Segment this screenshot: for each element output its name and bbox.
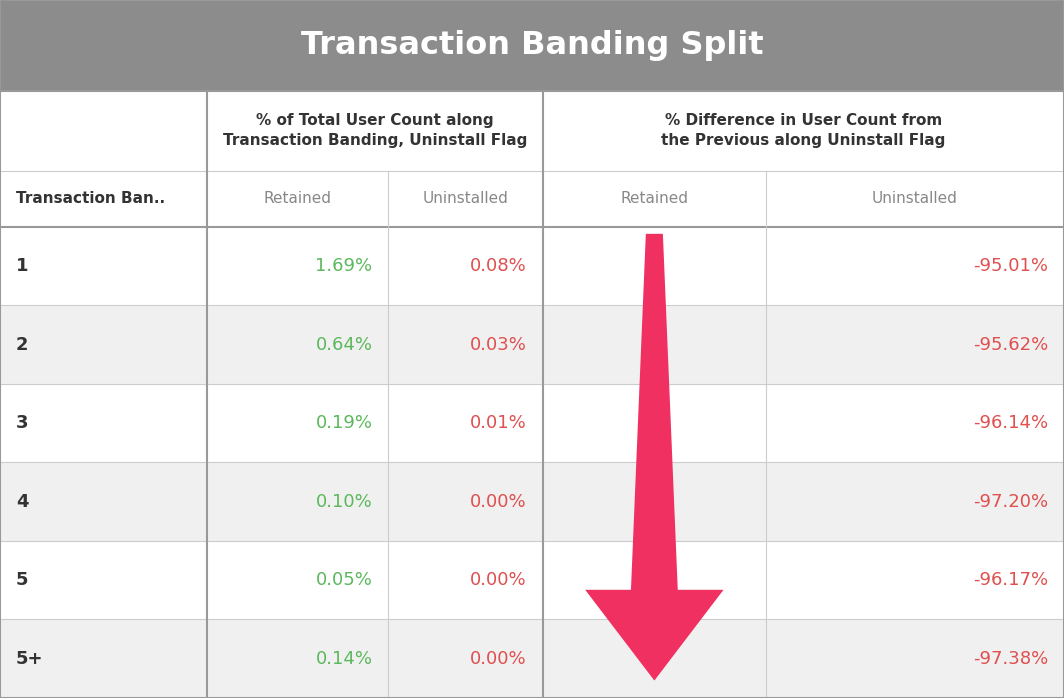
Text: 0.05%: 0.05% [316, 571, 372, 589]
Text: 0.64%: 0.64% [315, 336, 372, 354]
Bar [0, 227, 1064, 306]
Text: Uninstalled: Uninstalled [422, 191, 509, 207]
Text: Transaction Ban..: Transaction Ban.. [16, 191, 165, 207]
Bar [0, 620, 1064, 698]
Text: 5: 5 [16, 571, 29, 589]
Bar [0, 463, 1064, 541]
Bar [0, 384, 1064, 462]
Bar [0, 305, 1064, 384]
Text: % Difference in User Count from
the Previous along Uninstall Flag: % Difference in User Count from the Prev… [661, 114, 946, 148]
Text: 1: 1 [16, 257, 29, 275]
Text: Retained: Retained [264, 191, 332, 207]
Text: 0.08%: 0.08% [470, 257, 527, 275]
Text: 3: 3 [16, 414, 29, 432]
Text: -96.17%: -96.17% [972, 571, 1048, 589]
Polygon shape [585, 234, 724, 681]
Bar [0, 541, 1064, 620]
Text: Uninstalled: Uninstalled [872, 191, 958, 207]
Bar [0, 0, 1064, 91]
Bar [0, 91, 1064, 227]
Text: 0.10%: 0.10% [316, 493, 372, 511]
Text: % of Total User Count along
Transaction Banding, Uninstall Flag: % of Total User Count along Transaction … [222, 114, 528, 148]
Text: 4: 4 [16, 493, 29, 511]
Text: 0.00%: 0.00% [470, 493, 527, 511]
Text: 0.14%: 0.14% [315, 650, 372, 668]
Text: -95.01%: -95.01% [974, 257, 1048, 275]
Text: -95.62%: -95.62% [972, 336, 1048, 354]
Text: Retained: Retained [620, 191, 688, 207]
Text: -96.14%: -96.14% [972, 414, 1048, 432]
Text: 0.00%: 0.00% [470, 571, 527, 589]
Text: 0.03%: 0.03% [470, 336, 527, 354]
Text: 0.01%: 0.01% [470, 414, 527, 432]
Text: -97.20%: -97.20% [972, 493, 1048, 511]
Text: 1.69%: 1.69% [315, 257, 372, 275]
Text: 2: 2 [16, 336, 29, 354]
Text: Transaction Banding Split: Transaction Banding Split [301, 30, 763, 61]
Text: 0.00%: 0.00% [470, 650, 527, 668]
Text: 5+: 5+ [16, 650, 44, 668]
Text: 0.19%: 0.19% [315, 414, 372, 432]
Text: -97.38%: -97.38% [972, 650, 1048, 668]
